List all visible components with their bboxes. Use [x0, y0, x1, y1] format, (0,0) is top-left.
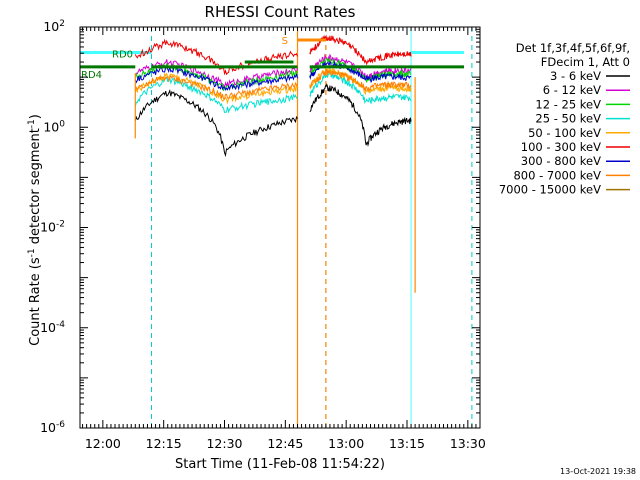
- x-tick-label: 12:30: [206, 436, 242, 451]
- x-axis-label: Start Time (11-Feb-08 11:54:22): [175, 457, 385, 472]
- legend-label: 3 - 6 keV: [550, 69, 601, 83]
- y-tick-label: 102: [43, 19, 65, 34]
- s-label: S: [282, 36, 288, 47]
- series-trace-25-50keV: [134, 77, 298, 114]
- series-trace-800-7000keV: [134, 74, 298, 100]
- x-tick-label: 12:00: [85, 436, 121, 451]
- series-trace-300-800keV: [134, 65, 298, 92]
- legend-header-line-2: FDecim 1, Att 0: [541, 55, 630, 69]
- series-trace-3-6keV: [309, 83, 412, 147]
- x-axis-ticks: 12:00 12:15 12:30 12:45 13:00 13:15 13:30: [82, 27, 486, 451]
- series-trace-100-300keV: [134, 38, 298, 76]
- series-trace-3-6keV: [134, 89, 298, 158]
- legend-label: 6 - 12 keV: [543, 83, 601, 97]
- rd4-label: RD4: [81, 70, 102, 81]
- legend-label: 100 - 300 keV: [521, 140, 601, 154]
- y-tick-label: 10-6: [40, 420, 65, 435]
- footer-timestamp: 13-Oct-2021 19:38: [560, 467, 636, 476]
- series-trace-100-300keV: [309, 34, 412, 66]
- y-tick-label: 100: [43, 119, 65, 134]
- legend-label: 12 - 25 keV: [535, 97, 601, 111]
- series-trace-50-100keV: [134, 72, 298, 105]
- legend-label: 800 - 7000 keV: [513, 168, 601, 182]
- legend-header-line-1: Det 1f,3f,4f,5f,6f,9f,: [516, 41, 630, 55]
- legend-label: 25 - 50 keV: [535, 112, 601, 126]
- y-axis-ticks: 10-6 10-4 10-2 100 102: [40, 19, 480, 435]
- legend-label: 7000 - 15000 keV: [499, 183, 601, 197]
- plot-content: RD0 RD4 S: [79, 27, 473, 428]
- x-tick-label: 13:00: [328, 436, 364, 451]
- x-tick-label: 12:15: [146, 436, 182, 451]
- y-tick-label: 10-4: [40, 320, 65, 335]
- rd0-label: RD0: [112, 49, 133, 60]
- x-tick-label: 12:45: [267, 436, 303, 451]
- y-axis-label: Count Rate (s-1 detector segment-1): [27, 114, 43, 346]
- plot-frame: [79, 26, 481, 429]
- series-trace-25-50keV: [309, 71, 412, 105]
- series-trace-300-800keV: [309, 61, 412, 84]
- y-tick-label: 10-2: [40, 220, 65, 235]
- legend: Det 1f,3f,4f,5f,6f,9f, FDecim 1, Att 0 3…: [499, 41, 630, 197]
- legend-label: 50 - 100 keV: [528, 126, 601, 140]
- x-tick-label: 13:30: [450, 436, 486, 451]
- legend-label: 300 - 800 keV: [521, 154, 601, 168]
- x-tick-label: 13:15: [389, 436, 425, 451]
- series-trace-800-7000keV: [309, 68, 412, 92]
- chart-title: RHESSI Count Rates: [205, 3, 356, 21]
